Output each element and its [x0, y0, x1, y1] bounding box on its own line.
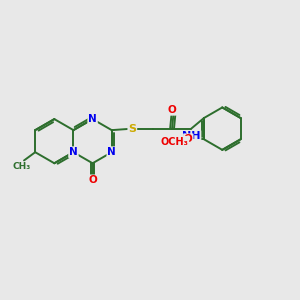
Text: S: S: [128, 124, 136, 134]
Text: NH: NH: [182, 131, 200, 141]
Text: N: N: [88, 114, 97, 124]
Text: CH₃: CH₃: [13, 162, 31, 171]
Text: O: O: [184, 134, 193, 144]
Text: O: O: [168, 105, 176, 115]
Text: OCH₃: OCH₃: [160, 136, 188, 147]
Text: O: O: [88, 175, 97, 185]
Text: N: N: [69, 147, 78, 157]
Text: N: N: [107, 147, 116, 157]
